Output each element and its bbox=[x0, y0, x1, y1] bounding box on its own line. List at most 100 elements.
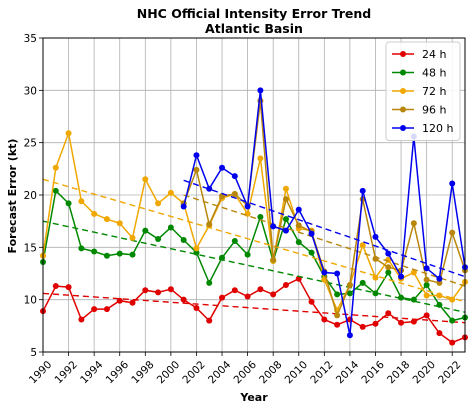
data-point bbox=[219, 164, 226, 171]
data-point bbox=[244, 293, 251, 300]
data-point bbox=[321, 316, 328, 323]
data-point bbox=[193, 305, 200, 312]
x-tick-label: 1996 bbox=[104, 359, 132, 387]
data-point bbox=[282, 196, 289, 203]
legend-marker bbox=[400, 125, 406, 131]
data-point bbox=[193, 249, 200, 256]
data-point bbox=[385, 269, 392, 276]
data-point bbox=[372, 233, 379, 240]
legend: 24 h 48 h 72 h 96 h 120 h bbox=[385, 41, 461, 141]
x-tick-label: 2008 bbox=[257, 359, 284, 386]
x-tick-label: 1998 bbox=[129, 359, 156, 386]
data-point bbox=[231, 238, 238, 245]
data-point bbox=[385, 310, 392, 317]
data-point bbox=[308, 230, 315, 237]
data-point bbox=[78, 245, 85, 252]
data-point bbox=[372, 290, 379, 297]
data-point bbox=[359, 242, 366, 249]
data-point bbox=[346, 290, 353, 297]
x-tick-label: 1994 bbox=[78, 359, 106, 387]
data-point bbox=[116, 220, 123, 227]
data-point bbox=[193, 245, 200, 252]
legend-marker bbox=[400, 51, 406, 57]
data-point bbox=[257, 286, 264, 293]
legend-item: 72 h bbox=[392, 85, 446, 98]
data-point bbox=[398, 319, 405, 326]
data-point bbox=[346, 332, 353, 339]
data-point bbox=[282, 282, 289, 289]
data-point bbox=[180, 203, 187, 210]
data-point bbox=[142, 227, 149, 234]
data-point bbox=[321, 269, 328, 276]
data-point bbox=[423, 292, 430, 299]
data-point bbox=[103, 216, 110, 223]
data-point bbox=[449, 339, 456, 346]
series-line bbox=[42, 189, 466, 322]
data-point bbox=[129, 251, 136, 258]
data-point bbox=[410, 318, 417, 325]
y-tick-label: 5 bbox=[30, 347, 37, 359]
data-point bbox=[103, 306, 110, 313]
data-point bbox=[257, 213, 264, 220]
data-point bbox=[334, 270, 341, 277]
legend-label: 72 h bbox=[422, 85, 446, 98]
legend-item: 48 h bbox=[392, 67, 446, 80]
legend-item: 96 h bbox=[392, 104, 446, 117]
data-point bbox=[116, 297, 123, 304]
data-point bbox=[155, 200, 162, 207]
data-point bbox=[270, 256, 277, 263]
series-layer bbox=[40, 87, 468, 346]
data-point bbox=[334, 321, 341, 328]
legend-marker bbox=[400, 88, 406, 94]
data-point bbox=[282, 185, 289, 192]
data-point bbox=[244, 203, 251, 210]
data-point bbox=[52, 283, 59, 290]
data-point bbox=[410, 296, 417, 303]
data-point bbox=[308, 249, 315, 256]
data-point bbox=[103, 252, 110, 259]
data-point bbox=[65, 284, 72, 291]
data-point bbox=[385, 264, 392, 271]
data-point bbox=[116, 250, 123, 257]
data-point bbox=[206, 279, 213, 286]
data-point bbox=[436, 330, 443, 337]
x-tick-label: 1992 bbox=[53, 359, 80, 386]
data-point bbox=[346, 282, 353, 289]
x-tick-label: 2006 bbox=[232, 359, 260, 387]
data-point bbox=[219, 254, 226, 261]
data-point bbox=[244, 210, 251, 217]
trend-line bbox=[42, 178, 466, 303]
x-tick-label: 2016 bbox=[359, 359, 387, 387]
x-tick-label: 1990 bbox=[27, 359, 54, 386]
data-point bbox=[206, 221, 213, 228]
data-point bbox=[334, 312, 341, 319]
data-point bbox=[206, 185, 213, 192]
data-point bbox=[193, 152, 200, 159]
data-point bbox=[167, 286, 174, 293]
x-axis-label: Year bbox=[239, 391, 268, 404]
x-tick-label: 2012 bbox=[308, 359, 335, 386]
x-tick-label: 2020 bbox=[411, 359, 438, 386]
data-point bbox=[295, 239, 302, 246]
data-point bbox=[449, 180, 456, 187]
data-point bbox=[257, 87, 264, 94]
data-point bbox=[231, 287, 238, 294]
data-point bbox=[206, 317, 213, 324]
data-point bbox=[270, 291, 277, 298]
data-point bbox=[410, 269, 417, 276]
x-tick-label: 2000 bbox=[155, 359, 182, 386]
data-point bbox=[257, 155, 264, 162]
series-24h bbox=[40, 275, 468, 346]
y-axis-label: Forecast Error (kt) bbox=[6, 139, 19, 254]
x-tick-label: 2022 bbox=[436, 359, 463, 386]
series-48h bbox=[40, 187, 468, 324]
data-point bbox=[142, 287, 149, 294]
x-tick-label: 2010 bbox=[283, 359, 310, 386]
legend-marker bbox=[400, 106, 406, 113]
data-point bbox=[423, 282, 430, 289]
data-point bbox=[398, 273, 405, 280]
legend-label: 48 h bbox=[422, 67, 446, 80]
chart-title: NHC Official Intensity Error Trend bbox=[137, 6, 372, 21]
data-point bbox=[193, 166, 200, 173]
data-point bbox=[167, 189, 174, 196]
